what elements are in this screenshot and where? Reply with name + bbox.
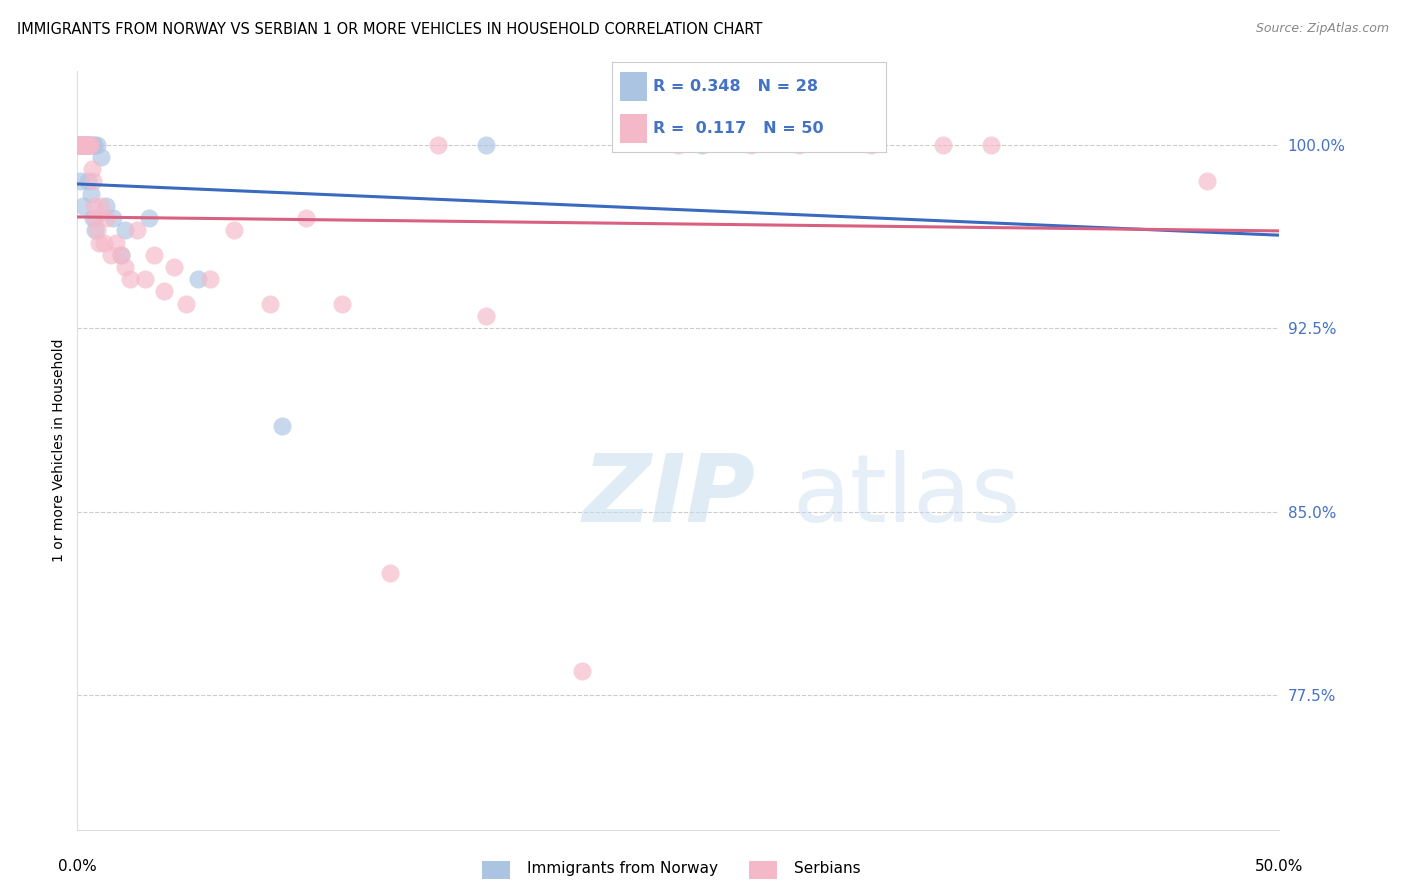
- Point: [75, 137, 97, 152]
- Point: [84, 211, 107, 226]
- Point: [114, 260, 136, 274]
- Point: [294, 211, 316, 226]
- Point: [76, 137, 98, 152]
- Text: Immigrants from Norway: Immigrants from Norway: [527, 861, 718, 876]
- Bar: [620, 114, 647, 143]
- Point: [186, 272, 209, 286]
- Bar: [620, 72, 647, 101]
- Point: [110, 248, 132, 262]
- Point: [692, 137, 714, 152]
- Point: [932, 137, 955, 152]
- Point: [980, 137, 1002, 152]
- Point: [787, 137, 810, 152]
- Point: [80, 162, 103, 177]
- Point: [174, 296, 197, 310]
- Point: [96, 211, 118, 226]
- Point: [82, 174, 104, 188]
- Point: [67, 137, 90, 152]
- Point: [100, 248, 122, 262]
- Text: atlas: atlas: [793, 450, 1021, 542]
- Text: ZIP: ZIP: [582, 450, 755, 542]
- Point: [330, 296, 353, 310]
- Point: [70, 137, 93, 152]
- Point: [80, 137, 103, 152]
- Text: R =  0.117   N = 50: R = 0.117 N = 50: [652, 121, 824, 136]
- Text: IMMIGRANTS FROM NORWAY VS SERBIAN 1 OR MORE VEHICLES IN HOUSEHOLD CORRELATION CH: IMMIGRANTS FROM NORWAY VS SERBIAN 1 OR M…: [17, 22, 762, 37]
- Text: 50.0%: 50.0%: [1256, 859, 1303, 874]
- Point: [222, 223, 245, 237]
- Text: Source: ZipAtlas.com: Source: ZipAtlas.com: [1256, 22, 1389, 36]
- Text: 0.0%: 0.0%: [58, 859, 97, 874]
- Point: [69, 137, 91, 152]
- Point: [270, 419, 292, 434]
- Point: [77, 137, 100, 152]
- Point: [72, 199, 94, 213]
- Point: [82, 211, 104, 226]
- Point: [740, 137, 762, 152]
- Point: [138, 211, 160, 226]
- Text: R = 0.348   N = 28: R = 0.348 N = 28: [652, 79, 818, 94]
- Point: [1197, 174, 1219, 188]
- Point: [259, 296, 281, 310]
- Point: [378, 566, 401, 580]
- Point: [114, 223, 136, 237]
- Point: [90, 199, 112, 213]
- Point: [67, 137, 90, 152]
- Point: [70, 137, 93, 152]
- Point: [70, 137, 93, 152]
- Point: [72, 137, 94, 152]
- Point: [153, 285, 176, 299]
- Point: [96, 199, 118, 213]
- Text: Serbians: Serbians: [794, 861, 860, 876]
- Point: [75, 137, 97, 152]
- Point: [73, 137, 96, 152]
- Point: [162, 260, 184, 274]
- Point: [104, 235, 127, 250]
- Y-axis label: 1 or more Vehicles in Household: 1 or more Vehicles in Household: [52, 339, 66, 562]
- Point: [69, 174, 91, 188]
- Point: [83, 199, 105, 213]
- Point: [87, 235, 110, 250]
- Point: [73, 137, 96, 152]
- Point: [79, 137, 101, 152]
- Point: [127, 223, 149, 237]
- Point: [103, 211, 125, 226]
- Point: [198, 272, 221, 286]
- Point: [93, 235, 115, 250]
- Point: [79, 137, 101, 152]
- Point: [70, 137, 93, 152]
- Point: [76, 137, 98, 152]
- Point: [134, 272, 156, 286]
- Point: [86, 137, 108, 152]
- Point: [79, 137, 101, 152]
- Point: [70, 137, 93, 152]
- Point: [668, 137, 690, 152]
- Point: [90, 150, 112, 164]
- Bar: [749, 862, 778, 880]
- Point: [69, 137, 91, 152]
- Point: [571, 664, 593, 678]
- Bar: [481, 862, 510, 880]
- Point: [79, 186, 101, 201]
- Point: [110, 248, 132, 262]
- Point: [69, 137, 91, 152]
- Point: [143, 248, 166, 262]
- Point: [72, 137, 94, 152]
- Point: [84, 223, 107, 237]
- Point: [475, 137, 498, 152]
- Point: [83, 137, 105, 152]
- Point: [475, 309, 498, 323]
- Point: [427, 137, 450, 152]
- Point: [120, 272, 142, 286]
- Point: [77, 174, 100, 188]
- Point: [67, 137, 90, 152]
- Point: [859, 137, 882, 152]
- Point: [86, 223, 108, 237]
